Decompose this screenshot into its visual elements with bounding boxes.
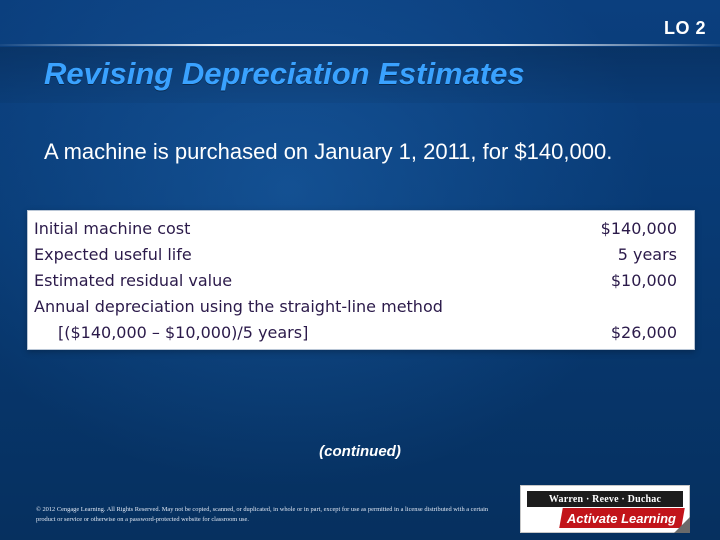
table-row: Estimated residual value $10,000 (34, 267, 677, 293)
row-value: $26,000 (610, 322, 677, 342)
learning-objective-badge: LO 2 (663, 18, 706, 38)
slide-title: Revising Depreciation Estimates (44, 56, 525, 91)
table-row: [($140,000 – $10,000)/5 years] $26,000 (34, 319, 677, 345)
logo-corner-decoration (674, 517, 690, 533)
row-label: Expected useful life (34, 244, 192, 264)
depreciation-table: Initial machine cost $140,000 Expected u… (27, 210, 695, 350)
copyright-notice: © 2012 Cengage Learning. All Rights Rese… (36, 506, 489, 523)
logo-tagline-box: Activate Learning (559, 508, 685, 528)
table-row: Annual depreciation using the straight-l… (34, 293, 677, 319)
row-label: [($140,000 – $10,000)/5 years] (58, 322, 309, 342)
publisher-logo: Warren · Reeve · Duchac Activate Learnin… (520, 485, 690, 533)
row-label: Annual depreciation using the straight-l… (34, 296, 443, 316)
header-rule (0, 44, 720, 46)
row-label: Initial machine cost (34, 218, 191, 238)
body-text: A machine is purchased on January 1, 201… (44, 139, 613, 164)
continued-note: (continued) (319, 443, 401, 460)
row-value: 5 years (617, 244, 677, 264)
row-value: $140,000 (600, 218, 677, 238)
logo-authors: Warren · Reeve · Duchac (527, 491, 683, 507)
table-row: Initial machine cost $140,000 (34, 215, 677, 241)
row-value: $10,000 (610, 270, 677, 290)
table-row: Expected useful life 5 years (34, 241, 677, 267)
logo-tagline: Activate Learning (567, 510, 677, 526)
row-label: Estimated residual value (34, 270, 233, 290)
title-band (0, 47, 720, 103)
